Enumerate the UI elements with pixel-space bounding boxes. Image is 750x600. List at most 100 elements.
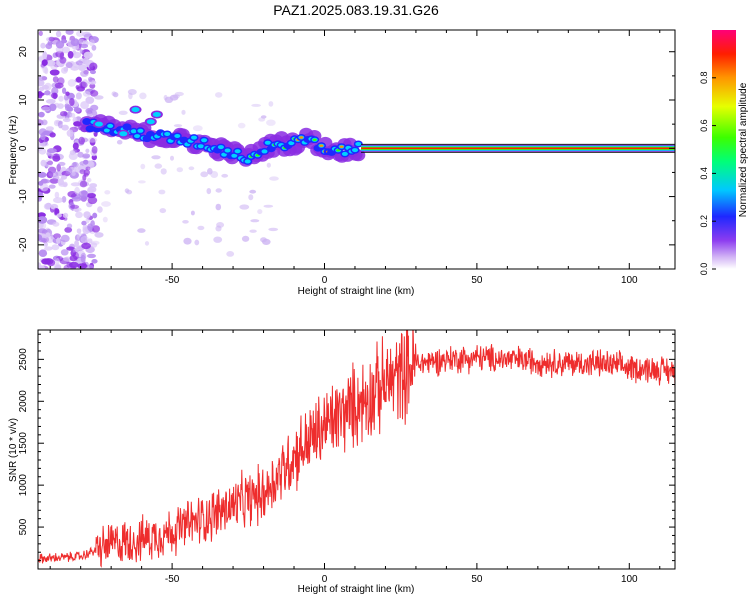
ridge-cyan xyxy=(103,128,110,133)
noise-blob xyxy=(50,64,58,70)
colorbar-label: Normalized spectral amplitude xyxy=(738,82,749,217)
noise-blob xyxy=(61,124,69,131)
noise-blob xyxy=(221,173,229,178)
noise-blob xyxy=(54,191,60,199)
noise-blob xyxy=(268,227,279,232)
noise-blob xyxy=(70,38,80,47)
noise-blob xyxy=(75,92,82,100)
snr-ylabel: SNR (10 * v/v) xyxy=(8,418,19,482)
ridge-core xyxy=(336,149,341,152)
noise-blob xyxy=(89,183,98,188)
ridge-cyan xyxy=(352,148,358,153)
noise-blob xyxy=(91,259,98,264)
noise-blob xyxy=(43,242,48,247)
noise-blob xyxy=(53,233,61,240)
colorbar-tick-label: 0.6 xyxy=(699,119,709,132)
noise-blob xyxy=(60,175,67,180)
noise-blob xyxy=(194,239,200,246)
noise-blob xyxy=(151,155,161,160)
noise-blob xyxy=(76,30,85,37)
noise-blob xyxy=(57,120,63,129)
noise-blob xyxy=(74,240,79,248)
noise-blob xyxy=(61,39,68,44)
ridge-blue xyxy=(82,118,92,125)
noise-blob xyxy=(250,219,260,223)
noise-blob xyxy=(215,203,222,211)
noise-blob xyxy=(97,206,103,213)
ridge-cyan xyxy=(341,151,348,156)
noise-blob xyxy=(85,166,91,171)
heatmap-xlabel: Height of straight line (km) xyxy=(298,286,415,297)
noise-blob xyxy=(77,151,84,158)
noise-blob xyxy=(237,122,246,129)
noise-blob xyxy=(94,95,104,100)
noise-blob xyxy=(83,159,89,165)
noise-blob xyxy=(181,109,186,115)
ridge-cyan xyxy=(288,141,295,146)
heatmap-ylabel: Frequency (Hz) xyxy=(8,116,19,185)
ridge-cyan xyxy=(264,140,271,145)
noise-blob xyxy=(66,106,74,112)
noise-blob xyxy=(213,236,223,243)
x-tick-label: 50 xyxy=(471,275,483,286)
x-tick-label: -50 xyxy=(165,275,180,286)
noise-blob xyxy=(40,159,47,167)
noise-blob xyxy=(55,50,65,58)
noise-blob xyxy=(80,235,89,243)
ridge-cyan xyxy=(152,111,161,117)
y-tick-label: 20 xyxy=(18,46,29,58)
noise-blob xyxy=(61,46,71,54)
noise-blob xyxy=(56,237,61,244)
noise-blob xyxy=(41,119,48,126)
noise-blob xyxy=(40,132,46,141)
noise-blob xyxy=(67,51,74,59)
noise-blob xyxy=(86,177,92,183)
noise-blob xyxy=(89,83,96,89)
noise-blob xyxy=(215,188,222,193)
noise-blob xyxy=(197,225,205,231)
noise-blob xyxy=(41,106,51,112)
noise-blob xyxy=(82,174,87,182)
noise-blob xyxy=(72,142,79,150)
colorbar: 0.0 0.2 0.4 0.6 0.8 Normalized spectral ampl… xyxy=(699,30,749,275)
x-tick-label: 50 xyxy=(471,574,483,585)
noise-blob xyxy=(87,137,98,143)
noise-blob xyxy=(66,246,75,251)
noise-blob xyxy=(251,103,261,107)
colorbar-gradient xyxy=(712,30,736,269)
noise-blob xyxy=(76,228,82,234)
ridge-cyan xyxy=(174,134,181,138)
ridge-core xyxy=(299,136,304,139)
noise-blob xyxy=(44,246,53,251)
noise-blob xyxy=(38,196,42,202)
ridge-cyan xyxy=(355,142,362,146)
noise-blob xyxy=(80,254,86,263)
noise-blob xyxy=(77,38,85,44)
noise-blob xyxy=(38,228,47,234)
noise-blob xyxy=(79,49,84,54)
noise-blob xyxy=(78,136,85,145)
noise-blob xyxy=(69,255,78,262)
noise-blob xyxy=(60,111,68,117)
colorbar-tick-label: 0.2 xyxy=(699,215,709,228)
noise-blob xyxy=(55,30,62,38)
noise-blob xyxy=(67,191,77,198)
x-tick-label: 0 xyxy=(322,275,328,286)
noise-blob xyxy=(190,210,195,216)
noise-blob xyxy=(71,161,79,168)
heatmap-frame xyxy=(37,29,676,270)
snr-panel: -50 0 50 100 500 1000 1500 2000 2500 Height of s… xyxy=(8,329,676,595)
colorbar-tick-label: 0.0 xyxy=(699,263,709,276)
noise-blob xyxy=(45,235,55,244)
noise-blob xyxy=(66,129,74,137)
y-tick-label: 500 xyxy=(18,518,29,535)
noise-blob xyxy=(56,163,61,172)
ridge-cyan xyxy=(164,132,171,136)
noise-blob xyxy=(94,232,104,238)
noise-blob xyxy=(52,221,60,227)
noise-blob xyxy=(137,228,146,233)
ridge-blue xyxy=(85,125,95,133)
noise-blob xyxy=(48,36,55,42)
noise-blob xyxy=(192,125,203,132)
